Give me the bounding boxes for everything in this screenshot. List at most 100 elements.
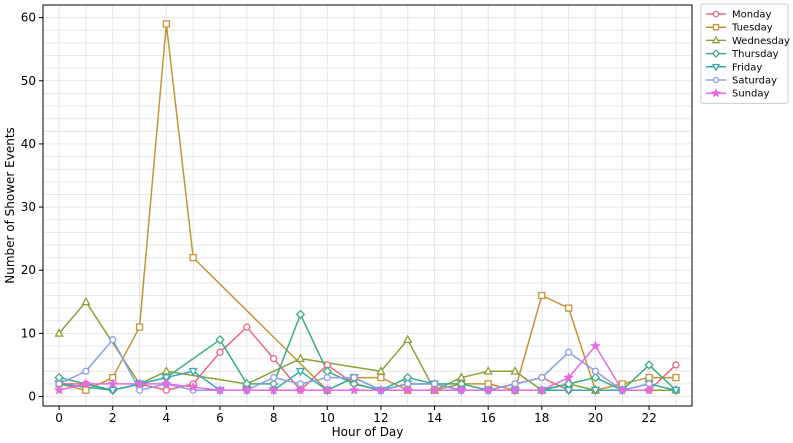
data-point-saturday (109, 336, 117, 344)
data-point-wednesday (483, 366, 493, 375)
y-tick-label: 0 (28, 390, 36, 404)
data-point-sunday (482, 384, 494, 395)
data-point-saturday (350, 373, 358, 382)
data-point-wednesday (376, 366, 386, 375)
data-point-thursday (54, 372, 64, 383)
data-point-friday (108, 386, 118, 396)
x-axis-ticks: 0 2 4 6 8 10 12 14 16 18 20 22 (55, 406, 657, 425)
data-point-thursday (403, 372, 413, 383)
legend-label-sunday: Sunday (732, 89, 769, 100)
data-point-monday (269, 354, 278, 363)
data-point-sunday (456, 384, 467, 395)
data-point-saturday (591, 367, 600, 375)
data-point-wednesday (295, 353, 306, 362)
data-point-sunday (134, 378, 145, 389)
data-point-wednesday (54, 328, 64, 337)
data-point-sunday (241, 384, 253, 395)
data-point-friday (590, 386, 601, 396)
data-point-saturday (323, 373, 331, 382)
data-point-sunday (107, 378, 118, 389)
data-point-saturday (538, 373, 546, 382)
data-point-monday (162, 386, 171, 394)
x-tick-label: 12 (373, 411, 388, 425)
data-point-sunday (563, 372, 574, 383)
data-point-tuesday (135, 323, 144, 331)
y-tick-label: 60 (21, 11, 36, 25)
x-tick-label: 16 (481, 411, 496, 425)
data-point-monday (243, 323, 251, 331)
data-point-sunday (348, 384, 360, 395)
legend-marker-thursday (711, 49, 721, 58)
x-tick-label: 22 (641, 411, 656, 425)
data-point-friday (295, 367, 306, 377)
legend-marker-sunday (711, 88, 721, 98)
legend-marker-monday (712, 10, 720, 18)
data-point-thursday (590, 372, 601, 383)
data-point-tuesday (377, 373, 385, 382)
y-tick-label: 20 (21, 263, 36, 277)
legend-label-saturday: Saturday (732, 76, 777, 87)
data-point-saturday (269, 373, 278, 382)
data-point-sunday (187, 381, 199, 392)
y-tick-label: 10 (21, 326, 36, 340)
data-point-friday (671, 386, 681, 396)
legend-marker-tuesday (712, 23, 720, 31)
data-point-friday (161, 374, 171, 383)
data-point-wednesday (510, 366, 520, 375)
data-point-monday (216, 348, 224, 356)
data-point-sunday (214, 384, 226, 395)
data-point-thursday (215, 334, 225, 345)
data-point-friday (564, 386, 574, 396)
x-tick-label: 2 (109, 411, 117, 425)
data-point-sunday (429, 384, 440, 395)
data-point-sunday (375, 384, 387, 395)
data-point-sunday (536, 384, 548, 395)
data-point-tuesday (162, 20, 171, 28)
legend-marker-saturday (712, 76, 720, 84)
plot-frame (42, 4, 693, 407)
data-point-friday (188, 367, 198, 377)
legend-label-wednesday: Wednesday (732, 36, 790, 47)
data-point-sunday (402, 384, 413, 395)
legend-label-friday: Friday (732, 62, 762, 73)
x-tick-label: 14 (427, 411, 442, 425)
data-point-saturday (82, 367, 90, 375)
legend-label-monday: Monday (732, 10, 772, 21)
data-point-sunday (590, 340, 601, 351)
data-point-thursday (644, 360, 654, 370)
y-tick-label: 30 (21, 200, 36, 214)
legend-marker-friday (711, 63, 721, 72)
data-point-saturday (564, 348, 573, 356)
data-point-sunday (509, 384, 521, 395)
x-tick-label: 6 (216, 411, 224, 425)
y-tick-label: 50 (21, 74, 36, 88)
data-point-sunday (643, 384, 655, 395)
x-tick-label: 8 (270, 411, 278, 425)
data-point-sunday (617, 384, 628, 395)
series-markers (53, 20, 681, 396)
y-axis-label: Number of Shower Events (3, 127, 17, 284)
x-tick-label: 20 (588, 411, 603, 425)
x-tick-label: 4 (163, 411, 171, 425)
data-point-sunday (161, 378, 172, 389)
legend-label-thursday: Thursday (731, 49, 779, 60)
data-point-tuesday (672, 373, 680, 382)
legend-label-tuesday: Tuesday (731, 23, 773, 34)
data-point-sunday (322, 384, 333, 395)
data-point-sunday (53, 384, 65, 395)
y-axis-ticks: 0 10 20 30 40 50 60 (21, 11, 43, 404)
x-tick-label: 18 (534, 411, 549, 425)
data-point-tuesday (189, 253, 197, 262)
legend-box (700, 3, 789, 104)
x-axis-label: Hour of Day (332, 425, 404, 439)
data-point-thursday (295, 309, 306, 320)
legend-marker-wednesday (711, 35, 721, 44)
data-point-tuesday (564, 304, 573, 312)
data-point-saturday (135, 386, 144, 394)
data-point-tuesday (538, 291, 546, 300)
data-point-tuesday (82, 386, 90, 394)
data-point-monday (672, 361, 680, 369)
series-line-thursday (58, 313, 677, 391)
data-point-sunday (268, 384, 279, 395)
data-point-wednesday (403, 334, 413, 344)
